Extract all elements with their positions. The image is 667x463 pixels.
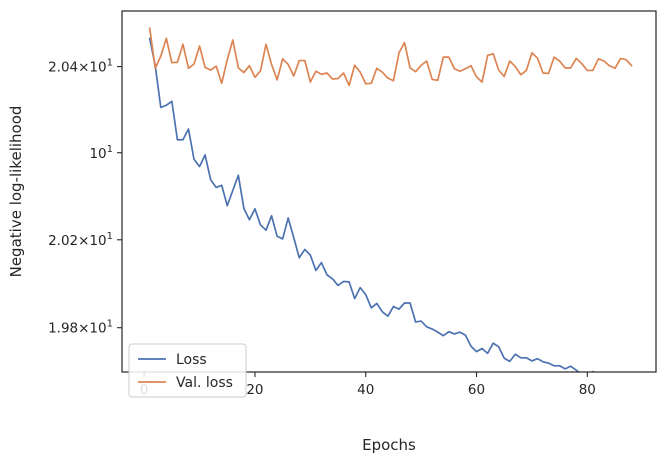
x-tick-label: 60 xyxy=(468,382,485,398)
series-layer xyxy=(148,27,633,372)
x-tick-label: 40 xyxy=(357,382,374,398)
legend-label-1: Loss xyxy=(176,352,207,368)
y-tick-label: 1.98×101 xyxy=(48,319,113,337)
plot-area xyxy=(122,11,656,372)
series-line-2 xyxy=(148,27,633,87)
legend-box xyxy=(128,343,247,398)
x-tick-label: 20 xyxy=(246,382,263,398)
axes-frame xyxy=(121,10,657,373)
series-line-1 xyxy=(148,37,596,372)
y-tick-label: 101 xyxy=(89,144,113,162)
y-tick-label: 2.02×101 xyxy=(48,231,113,249)
y-tick-label: 2.04×101 xyxy=(48,58,113,76)
legend: Loss Val. loss xyxy=(128,343,247,398)
x-axis-label: Epochs xyxy=(362,436,416,454)
x-tick-label: 80 xyxy=(579,382,596,398)
legend-label-2: Val. loss xyxy=(176,375,233,391)
plot-background xyxy=(122,11,656,372)
y-axis-label: Negative log-likelihood xyxy=(7,106,25,278)
